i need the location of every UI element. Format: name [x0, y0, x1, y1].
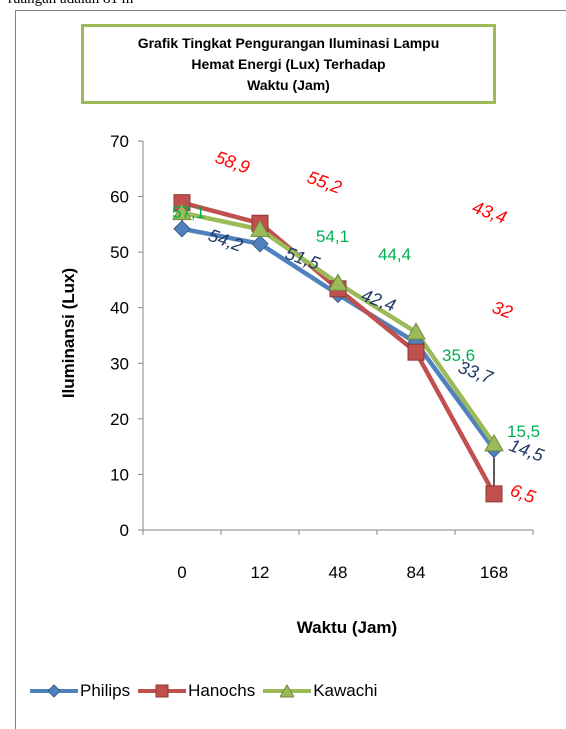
data-labels: 54,251,542,433,714,558,955,243,4326,557,… [172, 147, 547, 508]
y-tick-label: 40 [110, 299, 129, 318]
legend-swatch-kawachi [263, 684, 312, 698]
y-tick-label: 60 [110, 188, 129, 207]
y-axis-label: Iluminansi (Lux) [59, 268, 78, 398]
x-tick-labels: 0 12 48 84 168 [177, 563, 508, 582]
chart-title: Grafik Tingkat Pengurangan Iluminasi Lam… [138, 33, 440, 96]
series-markers [172, 194, 504, 503]
frame-left-border [15, 10, 16, 729]
y-tick-label: 30 [110, 354, 129, 373]
marker-kawachi [484, 433, 504, 452]
frame-top-border [15, 10, 566, 11]
marker-hanochs [407, 343, 425, 361]
marker-philips [251, 235, 269, 253]
legend-item-philips: Philips [30, 681, 130, 701]
y-tick-label: 70 [110, 132, 129, 151]
legend-label-philips: Philips [80, 681, 131, 700]
data-label-hanochs: 55,2 [305, 167, 345, 198]
y-tick-label: 50 [110, 243, 129, 262]
legend: Philips Hanochs Kawachi [30, 681, 385, 701]
marker-kawachi [406, 322, 426, 340]
chart-title-line-2: Hemat Energi (Lux) Terhadap [191, 55, 386, 72]
marker-hanochs [485, 485, 503, 503]
chart-title-line-1: Grafik Tingkat Pengurangan Iluminasi Lam… [137, 34, 440, 51]
data-label-philips: 54,2 [206, 225, 246, 256]
x-tick-label: 48 [329, 563, 348, 582]
chart-title-line-3: Waktu (Jam) [247, 76, 330, 93]
y-tick-labels: 0 10 20 30 40 50 60 70 [110, 132, 129, 540]
legend-swatch-philips [30, 684, 78, 698]
legend-item-kawachi: Kawachi [263, 681, 377, 701]
x-tick-label: 12 [251, 563, 270, 582]
data-label-hanochs: 43,4 [470, 197, 510, 228]
data-label-hanochs: 32 [490, 297, 516, 323]
chart-axes [138, 140, 534, 535]
marker-kawachi [328, 273, 348, 291]
data-label-kawachi: 44,4 [378, 245, 411, 264]
x-tick-label: 168 [480, 563, 508, 582]
legend-label-kawachi: Kawachi [313, 681, 378, 700]
x-axis-label: Waktu (Jam) [297, 618, 397, 637]
chart-title-box: Grafik Tingkat Pengurangan Iluminasi Lam… [81, 24, 496, 104]
y-tick-label: 0 [120, 521, 129, 540]
marker-philips [173, 220, 191, 238]
data-label-kawachi: 15,5 [507, 422, 540, 441]
page-text-fragment: ruangan adalah 81 m [8, 0, 133, 8]
y-tick-label: 20 [110, 410, 129, 429]
data-label-kawachi: 54,1 [316, 227, 349, 246]
data-label-hanochs: 58,9 [213, 147, 253, 178]
y-tick-label: 10 [110, 465, 129, 484]
series-line-philips [181, 226, 496, 451]
legend-label-hanochs: Hanochs [188, 681, 256, 700]
data-label-kawachi: 57,1 [172, 203, 205, 222]
legend-swatch-hanochs [138, 684, 187, 698]
legend-item-hanochs: Hanochs [138, 681, 255, 701]
marker-kawachi [172, 202, 192, 221]
x-tick-label: 84 [407, 563, 426, 582]
data-label-kawachi: 35,6 [442, 346, 475, 365]
data-label-hanochs: 6,5 [508, 480, 539, 508]
x-tick-label: 0 [177, 563, 186, 582]
marker-kawachi [250, 219, 270, 237]
